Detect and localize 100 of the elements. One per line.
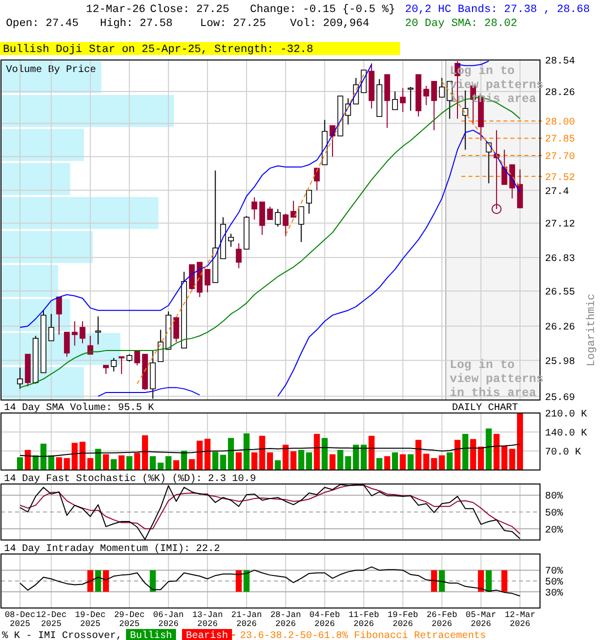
y-tick-label: 80%: [545, 492, 564, 503]
candlestick: [236, 242, 242, 269]
candlestick: [282, 213, 289, 237]
candlestick: [423, 85, 430, 106]
bar: [392, 452, 398, 470]
text: Close: 27.25: [150, 4, 230, 16]
chart-title: 14 Day Intraday Momentum (IMI): 22.2: [4, 543, 220, 555]
bar: [24, 450, 31, 470]
y-tick-label: 30%: [545, 588, 564, 600]
text: Bullish Doji Star on 25-Apr-25, Strength: -32.8: [3, 44, 314, 56]
candlestick: [228, 233, 234, 248]
bar: [40, 444, 46, 470]
bar: [290, 451, 296, 470]
bar: [102, 454, 109, 470]
y-tick-label: 26.26: [545, 322, 576, 334]
bar: [1, 231, 93, 263]
y-tick-label: 50%: [545, 578, 564, 588]
y-axis-title: Logarithmic: [586, 294, 598, 366]
x-tick-label: 11-Feb 2026: [348, 610, 380, 629]
candlestick: [314, 168, 320, 191]
bar: [282, 444, 289, 470]
bar: [1, 265, 58, 297]
x-tick-label: 06-Jan 2026: [153, 610, 184, 629]
text: Vol: 209,964: [290, 18, 370, 30]
bar: [228, 438, 234, 470]
candlestick: [290, 200, 296, 218]
x-tick-label: 12-Mar 2026: [504, 610, 536, 629]
bar: [478, 446, 484, 470]
legend-title: % K - IMI Crossover,: [2, 631, 122, 640]
bar: [368, 436, 375, 470]
bar: [87, 458, 94, 470]
candlestick: [173, 317, 180, 342]
bar: [1, 197, 158, 229]
candlestick: [118, 356, 124, 374]
y-tick-label: 50%: [545, 508, 564, 520]
x-tick-label: 29-Dec 2025: [114, 610, 145, 629]
x-tick-label: 28-Jan 2026: [270, 610, 301, 629]
bar: [376, 458, 382, 470]
bar: [80, 442, 86, 470]
bar: [486, 428, 492, 470]
candlestick: [80, 320, 86, 344]
y-tick-label: 25.69: [545, 392, 576, 404]
text: Change: -0.15 {-0.5 %}: [250, 4, 396, 16]
text: Open: 27.45: [6, 18, 79, 30]
candlestick: [392, 91, 398, 110]
bar: [400, 454, 406, 470]
y-tick-label: 20%: [545, 525, 564, 536]
bar: [95, 448, 102, 470]
y-tick-label: 70%: [545, 566, 564, 578]
bar: [274, 460, 281, 470]
bar: [126, 456, 132, 470]
candlestick: [64, 332, 70, 358]
y-tick-label: 25.98: [545, 356, 576, 368]
y-tick-label: 210.0 K: [545, 410, 588, 420]
bar: [494, 434, 500, 470]
candlestick: [110, 357, 117, 372]
bar: [322, 438, 328, 470]
bar: [352, 444, 359, 470]
bar: [517, 413, 523, 470]
bar: [1, 129, 84, 161]
candlestick: [188, 264, 195, 290]
bar: [173, 460, 180, 470]
x-tick-label: 19-Feb 2026: [388, 610, 418, 629]
y-tick-label: 28.26: [545, 88, 576, 100]
bar: [470, 439, 476, 470]
bar: [438, 455, 445, 470]
text: Volume By Price: [6, 64, 96, 76]
text: 20,2 HC Bands: 27.38 , 28.68: [405, 4, 590, 16]
candlestick: [306, 190, 312, 214]
text: 20 Day SMA: 28.02: [405, 18, 518, 30]
bar: [134, 452, 140, 470]
bar: [454, 440, 460, 470]
ref-line-label: 27.70: [545, 152, 576, 163]
candlestick: [17, 367, 23, 390]
text: 12-Mar-26: [86, 4, 146, 16]
bar: [408, 454, 414, 470]
bar: [17, 457, 23, 470]
bar: [142, 435, 148, 470]
candlestick: [95, 316, 102, 345]
bar: [204, 438, 210, 470]
ref-line-label: 27.52: [545, 172, 576, 184]
bar: [165, 456, 172, 470]
bar: [360, 444, 367, 470]
y-tick-label: 27.4: [545, 186, 570, 198]
candlestick: [274, 208, 281, 228]
candlestick: [431, 80, 437, 131]
bar: [181, 450, 188, 470]
candlestick: [517, 168, 523, 208]
x-tick-label: 12-Dec 2025: [36, 610, 67, 629]
x-tick-label: 04-Feb 2026: [309, 610, 340, 629]
bar: [462, 434, 468, 470]
bar: [446, 452, 453, 470]
candlestick: [501, 149, 508, 185]
text: Bearish: [186, 630, 228, 640]
text: High: 27.58: [100, 18, 173, 30]
bar: [384, 456, 390, 470]
x-tick-label: 05-Mar 2026: [466, 610, 496, 629]
line-series: [20, 566, 520, 597]
candlestick: [408, 86, 414, 112]
bar: [118, 455, 125, 470]
